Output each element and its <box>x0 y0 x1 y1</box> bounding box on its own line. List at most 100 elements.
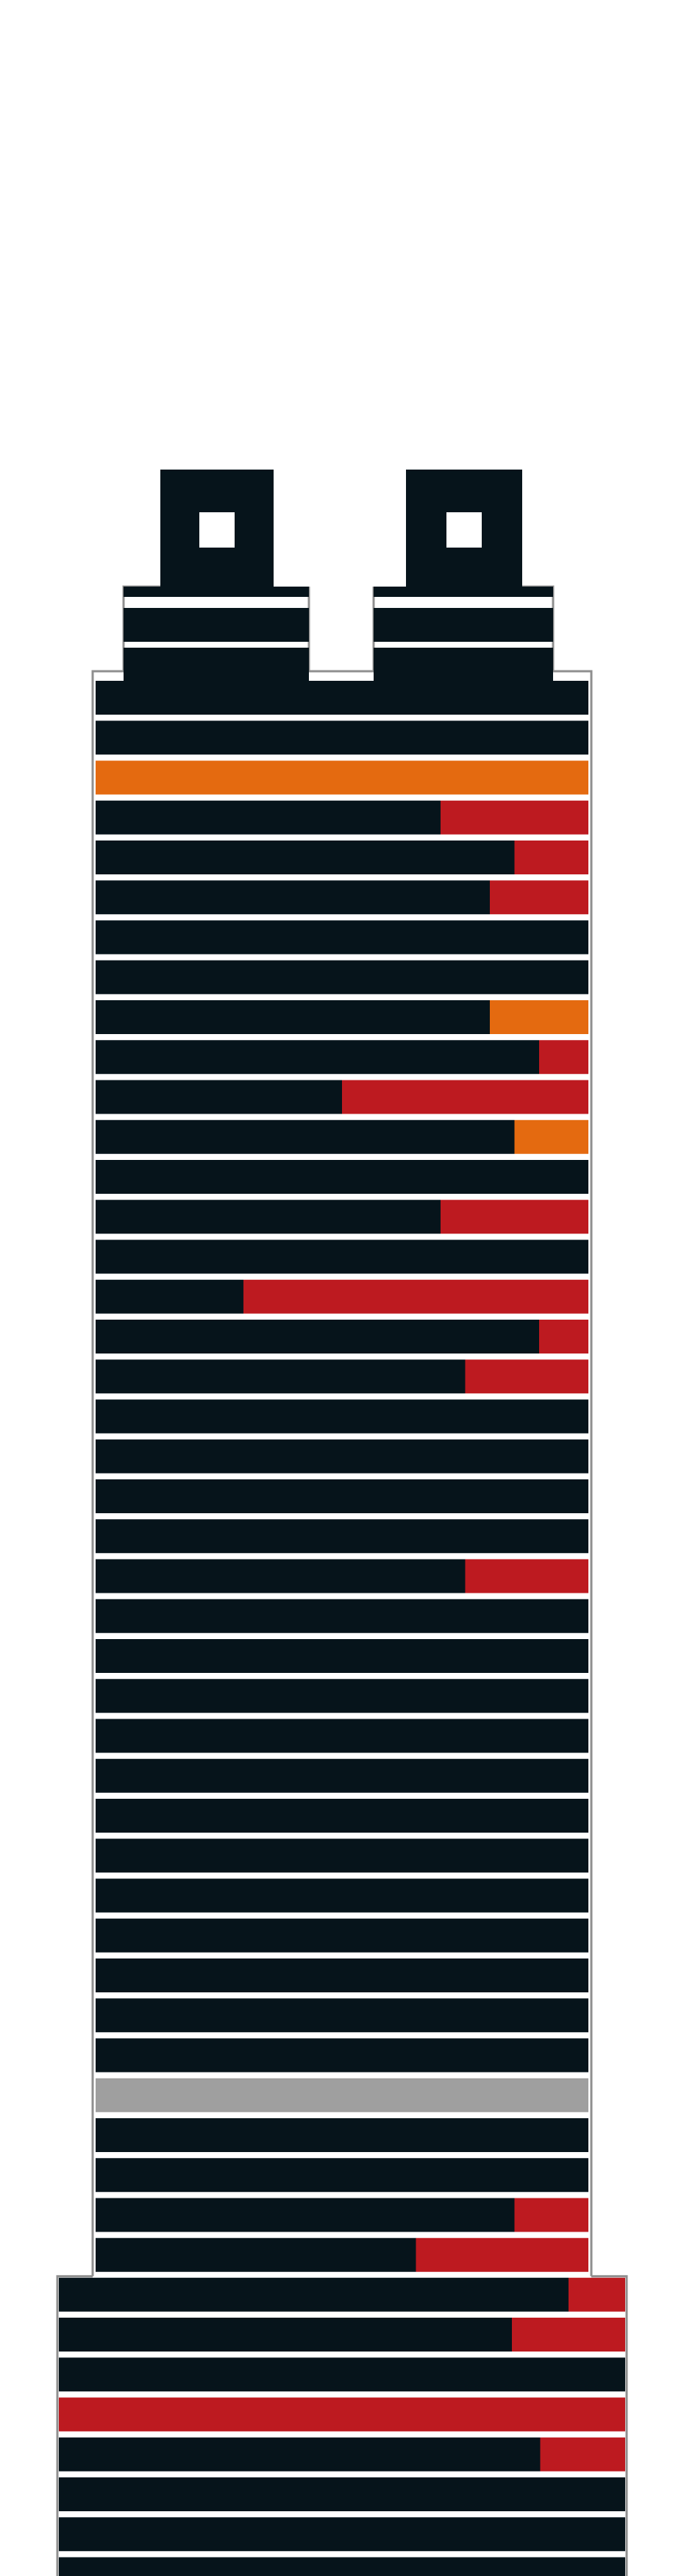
floor-dark-segment <box>96 1160 588 1194</box>
floor-red-segment <box>490 880 588 915</box>
tower-floor-9 <box>96 1000 588 1034</box>
floor-dark-segment <box>96 1918 588 1953</box>
floor-dark-segment <box>96 1080 342 1114</box>
floor-dark-segment <box>96 1399 588 1434</box>
floor-dark-segment <box>96 2038 588 2073</box>
tower-floor-17 <box>96 1320 588 1354</box>
floor-dark-segment <box>96 960 588 994</box>
base-floor-6 <box>59 2477 625 2511</box>
floor-dark-segment <box>96 1559 466 1593</box>
tower-floor-18 <box>96 1359 588 1394</box>
floor-orange-segment <box>514 1119 588 1154</box>
base-floor-1 <box>59 2277 625 2312</box>
floor-dark-segment <box>96 880 490 915</box>
floor-dark-segment <box>96 1519 588 1554</box>
outline-crown-gap <box>307 587 375 673</box>
tower-floor-7 <box>96 920 588 955</box>
floor-dark-segment <box>59 2437 541 2471</box>
tower-floor-40 <box>96 2237 588 2272</box>
floor-dark-segment <box>96 1758 588 1793</box>
tower-floor-3 <box>96 760 588 795</box>
floor-dark-segment <box>96 1040 539 1075</box>
floor-red-segment <box>512 2318 625 2352</box>
base-floor-7 <box>59 2517 625 2552</box>
base-floor-3 <box>59 2357 625 2392</box>
tower-floor-35 <box>96 2038 588 2073</box>
floor-red-segment <box>465 1559 588 1593</box>
floor-red-segment <box>514 841 588 874</box>
floor-red-segment <box>540 2437 625 2471</box>
floor-dark-segment <box>96 1998 588 2033</box>
floor-red-segment <box>441 800 588 835</box>
floor-gray-segment <box>96 2078 588 2112</box>
base-floors <box>59 2277 625 2576</box>
tower-floor-39 <box>96 2198 588 2232</box>
base-floor-5 <box>59 2437 625 2471</box>
tower-floor-13 <box>96 1160 588 1194</box>
floor-dark-segment <box>59 2477 625 2511</box>
tower-floors <box>96 681 588 2272</box>
tower-floor-15 <box>96 1239 588 1274</box>
right-spire <box>406 470 522 589</box>
tower-floor-1 <box>96 681 588 715</box>
floor-red-segment <box>441 1200 588 1234</box>
base-floor-2 <box>59 2318 625 2352</box>
floor-red-segment <box>59 2397 625 2432</box>
floor-dark-segment <box>96 1119 515 1154</box>
floor-dark-segment <box>59 2557 625 2576</box>
tower-floor-34 <box>96 1998 588 2033</box>
floor-dark-segment <box>96 1599 588 1633</box>
outline-base-right <box>591 2275 628 2576</box>
floor-dark-segment <box>96 681 588 715</box>
floor-dark-segment <box>96 1719 588 1753</box>
floor-dark-segment <box>96 1958 588 1992</box>
crown-floor-2 <box>374 648 553 682</box>
floor-red-segment <box>342 1080 588 1114</box>
tower-floor-6 <box>96 880 588 915</box>
floor-dark-segment <box>96 2198 515 2232</box>
floor-dark-segment <box>96 1320 539 1354</box>
tower-floor-14 <box>96 1200 588 1234</box>
tower-floor-16 <box>96 1279 588 1314</box>
tower-floor-4 <box>96 800 588 835</box>
tower-floor-37 <box>96 2118 588 2152</box>
tower-floor-25 <box>96 1639 588 1673</box>
outline-base-left <box>56 2275 93 2576</box>
floor-red-segment <box>416 2237 588 2272</box>
left-crown <box>124 587 309 682</box>
tower-floor-29 <box>96 1799 588 1833</box>
floor-dark-segment <box>96 2118 588 2152</box>
tower-floor-10 <box>96 1040 588 1075</box>
tower-floor-23 <box>96 1559 588 1593</box>
base-floor-8 <box>59 2557 625 2576</box>
floor-dark-segment <box>96 721 588 755</box>
tower-floor-11 <box>96 1080 588 1114</box>
floor-dark-segment <box>96 1679 588 1713</box>
tower-floor-27 <box>96 1719 588 1753</box>
tower-floor-21 <box>96 1479 588 1513</box>
tower-floor-12 <box>96 1119 588 1154</box>
floor-dark-segment <box>59 2517 625 2552</box>
crown-floor-1 <box>374 608 553 642</box>
tower-floor-38 <box>96 2158 588 2193</box>
base-floor-4 <box>59 2397 625 2432</box>
floor-dark-segment <box>96 1200 441 1234</box>
floor-dark-segment <box>96 841 515 874</box>
crown-floors <box>124 587 553 682</box>
spire-window <box>199 512 235 548</box>
tower-floor-33 <box>96 1958 588 1992</box>
right-crown <box>374 587 553 682</box>
floor-dark-segment <box>59 2277 569 2312</box>
floor-dark-segment <box>59 2357 625 2392</box>
floor-dark-segment <box>59 2318 512 2352</box>
left-spire <box>160 470 274 589</box>
tower-floor-5 <box>96 841 588 874</box>
floor-orange-segment <box>96 760 588 795</box>
tower-floor-2 <box>96 721 588 755</box>
crown-floor-2 <box>124 648 309 682</box>
tower-floor-22 <box>96 1519 588 1554</box>
floor-orange-segment <box>490 1000 588 1034</box>
floor-dark-segment <box>96 2237 416 2272</box>
tower-floor-26 <box>96 1679 588 1713</box>
floor-red-segment <box>514 2198 588 2232</box>
